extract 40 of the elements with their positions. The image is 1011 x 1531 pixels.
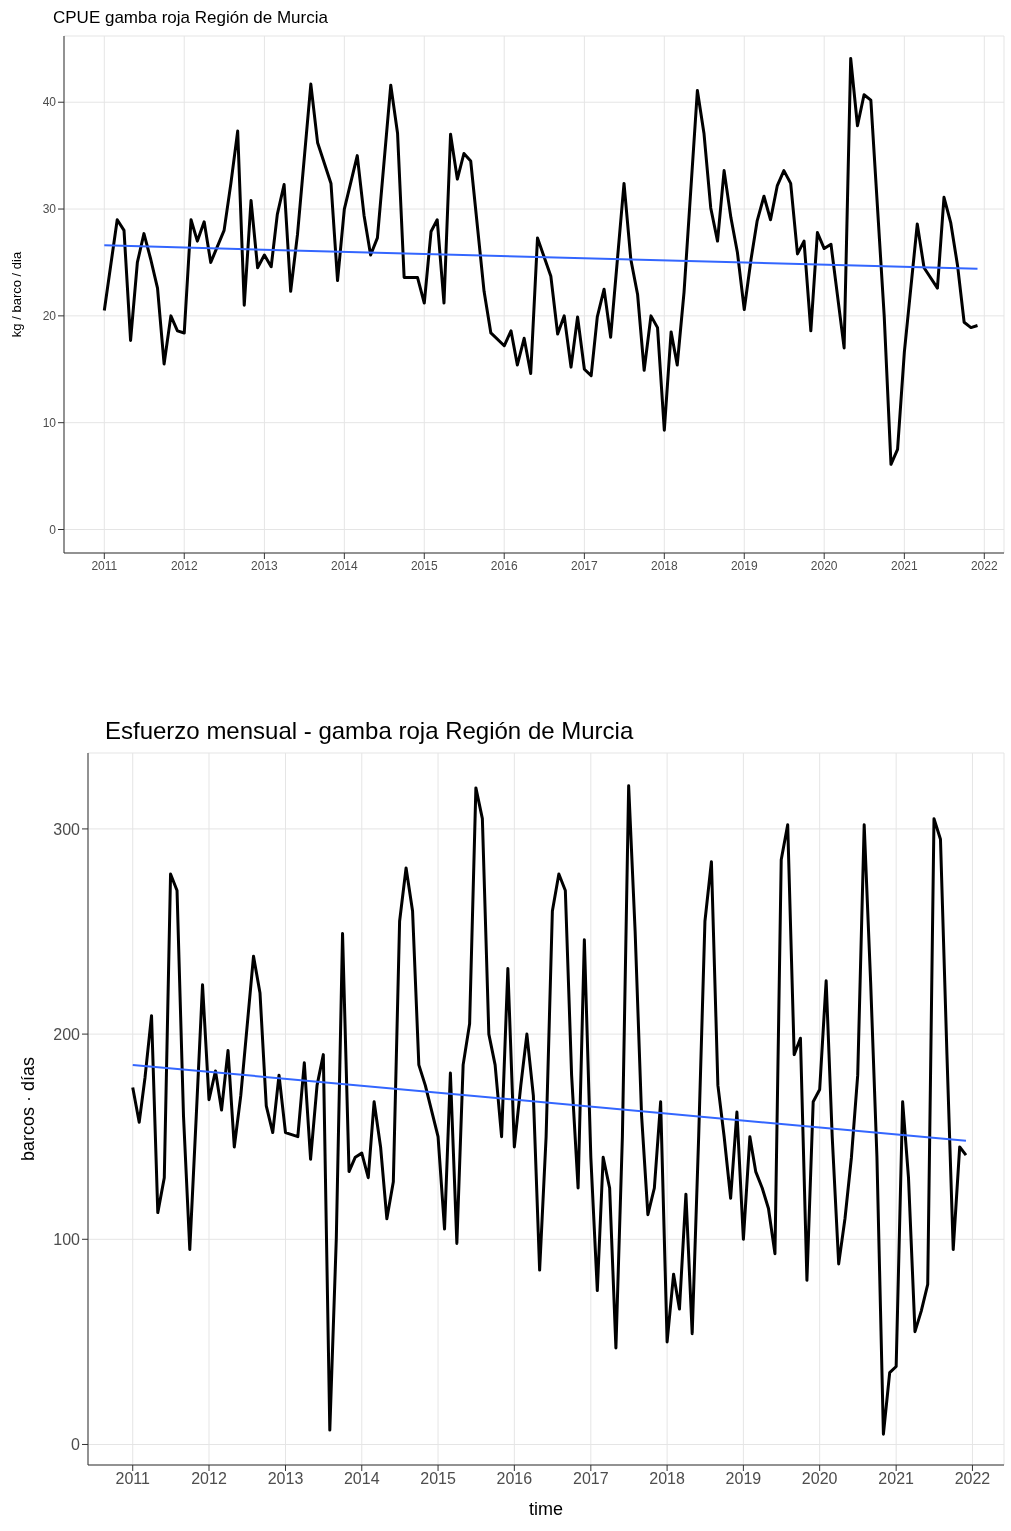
x-tick-label: 2020 bbox=[810, 558, 838, 573]
y-tick-label: 20 bbox=[42, 309, 57, 324]
y-tick-label: 200 bbox=[53, 1025, 81, 1043]
y-tick-label: 10 bbox=[42, 415, 57, 430]
x-tick-label: 2016 bbox=[496, 1470, 533, 1488]
x-axis-title: time bbox=[528, 1499, 564, 1519]
x-tick-label: 2012 bbox=[170, 558, 198, 573]
y-tick-label: 100 bbox=[53, 1230, 81, 1248]
x-tick-label: 2013 bbox=[251, 558, 279, 573]
x-tick-label: 2015 bbox=[420, 1470, 456, 1488]
x-tick-label: 2017 bbox=[573, 1470, 609, 1488]
y-tick-label: 300 bbox=[53, 820, 81, 838]
x-tick-label: 2019 bbox=[730, 558, 758, 573]
y-axis-title: barcos · días bbox=[18, 1056, 39, 1162]
x-tick-label: 2022 bbox=[954, 1470, 991, 1488]
chart-title: Esfuerzo mensual - gamba roja Región de Murcia bbox=[104, 717, 635, 745]
x-tick-label: 2012 bbox=[191, 1470, 227, 1488]
x-tick-label: 2022 bbox=[970, 558, 998, 573]
y-axis-title: kg / barco / dia bbox=[8, 251, 24, 338]
line-series bbox=[131, 784, 968, 1436]
x-tick-label: 2011 bbox=[115, 1470, 151, 1488]
x-tick-label: 2021 bbox=[891, 558, 919, 573]
x-tick-label: 2015 bbox=[410, 558, 438, 573]
x-tick-label: 2017 bbox=[571, 558, 599, 573]
x-tick-label: 2016 bbox=[490, 558, 518, 573]
x-tick-label: 2018 bbox=[650, 558, 678, 573]
line-series bbox=[102, 56, 979, 466]
x-tick-label: 2020 bbox=[801, 1470, 838, 1488]
y-tick-label: 30 bbox=[42, 202, 57, 217]
y-tick-label: 0 bbox=[49, 522, 57, 537]
x-tick-label: 2014 bbox=[343, 1470, 380, 1488]
x-tick-label: 2019 bbox=[725, 1470, 762, 1488]
x-tick-label: 2021 bbox=[878, 1470, 915, 1488]
y-tick-label: 0 bbox=[71, 1436, 81, 1454]
x-tick-label: 2018 bbox=[649, 1470, 686, 1488]
chart-title: CPUE gamba roja Región de Murcia bbox=[52, 8, 329, 28]
y-tick-label: 40 bbox=[42, 95, 57, 110]
x-tick-label: 2011 bbox=[91, 558, 118, 573]
x-tick-label: 2014 bbox=[330, 558, 359, 573]
x-tick-label: 2013 bbox=[267, 1470, 304, 1488]
